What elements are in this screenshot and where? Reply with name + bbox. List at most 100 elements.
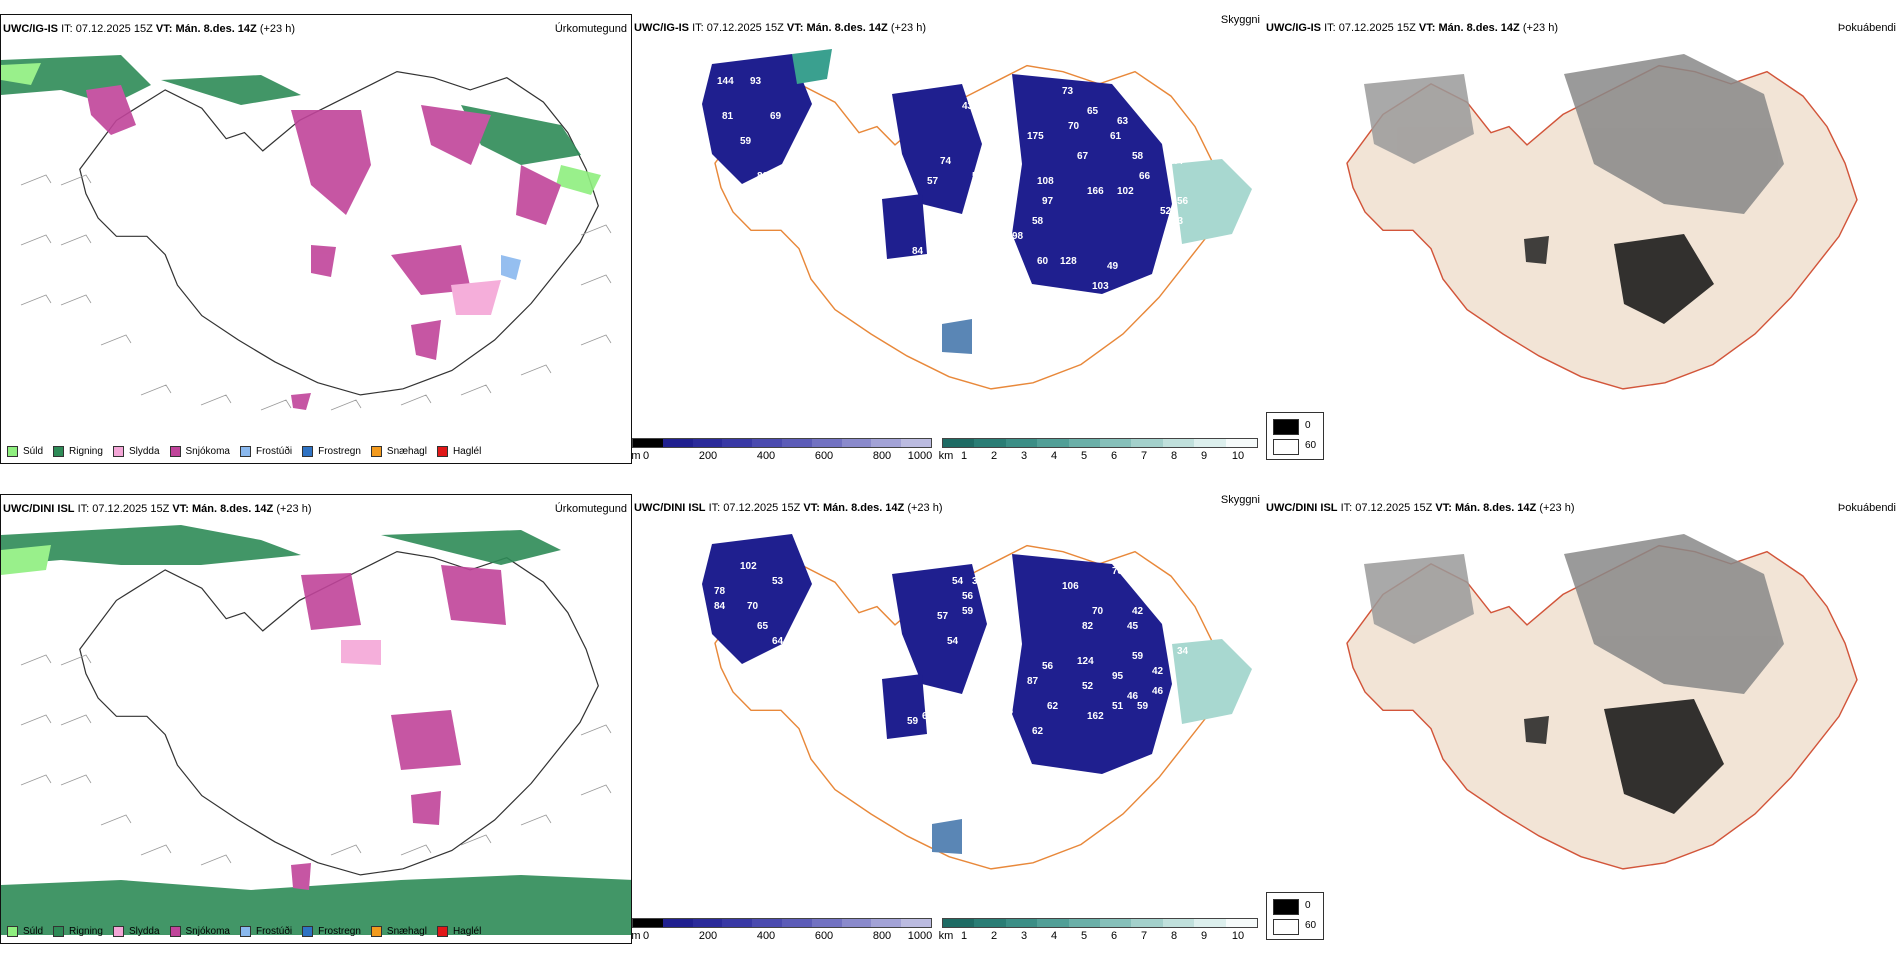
svg-text:73: 73 bbox=[1062, 86, 1074, 97]
visibility-value-labels: 144 93 81 69 59 80 97 43 44 73 65 63 70 49 62 7457… bbox=[717, 76, 1189, 297]
svg-text:95: 95 bbox=[1112, 671, 1124, 682]
precip-type-panel-ig: UWC/IG-IS IT: 07.12.2025 15Z VT: Mán. 8.… bbox=[0, 14, 632, 464]
svg-text:81: 81 bbox=[722, 111, 734, 122]
panel-type-label: Þokuábendi bbox=[1837, 502, 1896, 514]
svg-text:66: 66 bbox=[1139, 171, 1151, 182]
svg-text:59: 59 bbox=[962, 606, 974, 617]
visibility-value-labels: 102 53 78 84 70 65 64 97 39 54 55 59 106 78 57 56 7… bbox=[714, 561, 1189, 737]
svg-text:51: 51 bbox=[1112, 701, 1124, 712]
svg-text:46: 46 bbox=[1152, 686, 1164, 697]
svg-text:82: 82 bbox=[1082, 621, 1094, 632]
svg-text:63: 63 bbox=[1172, 216, 1184, 227]
svg-text:56: 56 bbox=[1042, 661, 1054, 672]
fog-map bbox=[1346, 54, 1858, 390]
panel-type-label: Úrkomutegund bbox=[554, 503, 627, 515]
svg-text:70: 70 bbox=[1068, 121, 1080, 132]
svg-text:79: 79 bbox=[1002, 261, 1014, 272]
svg-text:61: 61 bbox=[1110, 131, 1122, 142]
visibility-areas bbox=[702, 534, 1252, 854]
fog-indicator-panel-ig: UWC/IG-IS IT: 07.12.2025 15Z VT: Mán. 8.… bbox=[1264, 14, 1900, 494]
svg-text:42: 42 bbox=[1152, 666, 1164, 677]
svg-text:166: 166 bbox=[1087, 186, 1104, 197]
precip-areas bbox=[1, 525, 631, 935]
elevation-colorbar: m 0 200 400 600 800 1000 bbox=[632, 918, 932, 946]
svg-text:43: 43 bbox=[962, 101, 974, 112]
svg-text:40: 40 bbox=[1162, 611, 1174, 622]
svg-text:57: 57 bbox=[937, 611, 949, 622]
svg-text:102: 102 bbox=[740, 561, 757, 572]
svg-text:86: 86 bbox=[992, 636, 1004, 647]
fog-areas bbox=[1364, 534, 1784, 814]
svg-text:108: 108 bbox=[1037, 176, 1054, 187]
svg-text:42: 42 bbox=[1132, 606, 1144, 617]
svg-text:37: 37 bbox=[1172, 631, 1184, 642]
svg-text:67: 67 bbox=[1077, 151, 1089, 162]
svg-text:97: 97 bbox=[788, 216, 800, 227]
visibility-areas bbox=[702, 49, 1252, 354]
svg-text:44: 44 bbox=[1000, 96, 1012, 107]
svg-text:98: 98 bbox=[1012, 231, 1024, 242]
precip-legend: Súld Rigning Slydda Snjókoma Frostúði Fr… bbox=[7, 926, 481, 937]
svg-text:103: 103 bbox=[1092, 281, 1109, 292]
panel-title: UWC/DINI ISL IT: 07.12.2025 15Z VT: Mán.… bbox=[1266, 502, 1575, 514]
visibility-panel-dini: UWC/DINI ISL IT: 07.12.2025 15Z VT: Mán.… bbox=[632, 494, 1264, 974]
svg-text:62: 62 bbox=[1047, 701, 1059, 712]
svg-text:63: 63 bbox=[1117, 116, 1129, 127]
svg-text:78: 78 bbox=[714, 586, 726, 597]
precip-areas bbox=[1, 55, 601, 410]
svg-text:52: 52 bbox=[1160, 206, 1172, 217]
visibility-colorbar: km 1 2 3 4 5 6 7 8 9 10 bbox=[939, 918, 1258, 946]
svg-text:64: 64 bbox=[772, 636, 784, 647]
svg-text:55: 55 bbox=[997, 571, 1009, 582]
svg-text:70: 70 bbox=[1092, 606, 1104, 617]
visibility-map: 144 93 81 69 59 80 97 43 44 73 65 63 70 49 62 7457… bbox=[702, 49, 1252, 390]
svg-text:78: 78 bbox=[1112, 566, 1124, 577]
svg-text:54: 54 bbox=[952, 576, 964, 587]
svg-text:97: 97 bbox=[1042, 196, 1054, 207]
svg-text:58: 58 bbox=[1032, 216, 1044, 227]
panel-type-label: Skyggni bbox=[1220, 14, 1260, 26]
svg-text:46: 46 bbox=[1127, 691, 1139, 702]
svg-text:162: 162 bbox=[1087, 711, 1104, 722]
panel-title: UWC/DINI ISL IT: 07.12.2025 15Z VT: Mán.… bbox=[634, 502, 943, 514]
svg-text:56: 56 bbox=[962, 591, 974, 602]
svg-text:57: 57 bbox=[927, 176, 939, 187]
svg-text:84: 84 bbox=[714, 601, 726, 612]
svg-text:62: 62 bbox=[1032, 726, 1044, 737]
svg-text:54: 54 bbox=[947, 636, 959, 647]
svg-text:49: 49 bbox=[1107, 261, 1119, 272]
svg-text:60: 60 bbox=[1037, 256, 1049, 267]
panel-title: UWC/DINI ISL IT: 07.12.2025 15Z VT: Mán.… bbox=[3, 503, 312, 515]
fog-legend-top: 0 60 bbox=[1266, 412, 1324, 460]
svg-text:58: 58 bbox=[1132, 151, 1144, 162]
svg-text:59: 59 bbox=[907, 716, 919, 727]
svg-text:103: 103 bbox=[982, 651, 999, 662]
svg-text:76: 76 bbox=[934, 231, 946, 242]
svg-text:53: 53 bbox=[772, 576, 784, 587]
panel-type-label: Skyggni bbox=[1220, 494, 1260, 506]
fog-indicator-panel-dini: UWC/DINI ISL IT: 07.12.2025 15Z VT: Mán.… bbox=[1264, 494, 1900, 974]
svg-text:70: 70 bbox=[747, 601, 759, 612]
fog-map bbox=[1346, 534, 1858, 870]
svg-text:102: 102 bbox=[1117, 186, 1134, 197]
visibility-panel-ig: UWC/IG-IS IT: 07.12.2025 15Z VT: Mán. 8.… bbox=[632, 14, 1264, 494]
panel-title: UWC/IG-IS IT: 07.12.2025 15Z VT: Mán. 8.… bbox=[3, 23, 295, 35]
svg-text:106: 106 bbox=[1062, 581, 1079, 592]
svg-text:124: 124 bbox=[1077, 656, 1094, 667]
fog-legend-bottom: 0 60 bbox=[1266, 892, 1324, 940]
svg-text:75: 75 bbox=[1002, 706, 1014, 717]
visibility-map: 102 53 78 84 70 65 64 97 39 54 55 59 106 78 57 56 7… bbox=[702, 534, 1252, 870]
svg-text:59: 59 bbox=[1132, 651, 1144, 662]
precip-type-panel-dini: UWC/DINI ISL IT: 07.12.2025 15Z VT: Mán.… bbox=[0, 494, 632, 944]
svg-text:175: 175 bbox=[1027, 131, 1044, 142]
svg-text:65: 65 bbox=[757, 621, 769, 632]
svg-text:6: 6 bbox=[922, 711, 928, 722]
svg-text:45: 45 bbox=[1127, 621, 1139, 632]
svg-text:97: 97 bbox=[787, 686, 799, 697]
svg-text:56: 56 bbox=[1177, 196, 1189, 207]
svg-text:62: 62 bbox=[1000, 146, 1012, 157]
svg-text:88: 88 bbox=[1137, 286, 1149, 297]
elevation-bar bbox=[632, 438, 932, 448]
svg-text:87: 87 bbox=[1027, 676, 1039, 687]
precip-legend: Súld Rigning Slydda Snjókoma Frostúði Fr… bbox=[7, 446, 481, 457]
